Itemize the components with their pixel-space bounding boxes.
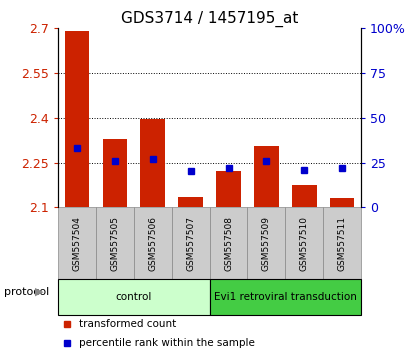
Text: control: control (116, 292, 152, 302)
Bar (247, 207, 285, 279)
Text: percentile rank within the sample: percentile rank within the sample (79, 338, 255, 348)
Bar (254, 146, 279, 207)
Text: Evi1 retroviral transduction: Evi1 retroviral transduction (214, 292, 357, 302)
Bar (216, 171, 241, 207)
Bar (140, 119, 165, 207)
Bar (178, 197, 203, 207)
Text: GSM557504: GSM557504 (73, 216, 81, 270)
Bar (58, 279, 210, 315)
Text: transformed count: transformed count (79, 319, 176, 329)
Bar (210, 279, 361, 315)
Bar (103, 139, 127, 207)
Bar (292, 185, 317, 207)
Bar (172, 207, 210, 279)
Text: GSM557507: GSM557507 (186, 216, 195, 270)
Title: GDS3714 / 1457195_at: GDS3714 / 1457195_at (121, 11, 298, 27)
Bar (330, 198, 354, 207)
Bar (96, 207, 134, 279)
Bar (134, 207, 172, 279)
Text: GSM557509: GSM557509 (262, 216, 271, 270)
Text: protocol: protocol (4, 287, 49, 297)
Text: GSM557506: GSM557506 (148, 216, 157, 270)
Text: GSM557505: GSM557505 (110, 216, 120, 270)
Bar (58, 207, 96, 279)
Text: GSM557511: GSM557511 (338, 216, 347, 270)
Bar (323, 207, 361, 279)
Text: GSM557508: GSM557508 (224, 216, 233, 270)
Text: ▶: ▶ (35, 287, 44, 297)
Bar (65, 31, 89, 207)
Bar (286, 207, 323, 279)
Bar (210, 207, 247, 279)
Text: GSM557510: GSM557510 (300, 216, 309, 270)
